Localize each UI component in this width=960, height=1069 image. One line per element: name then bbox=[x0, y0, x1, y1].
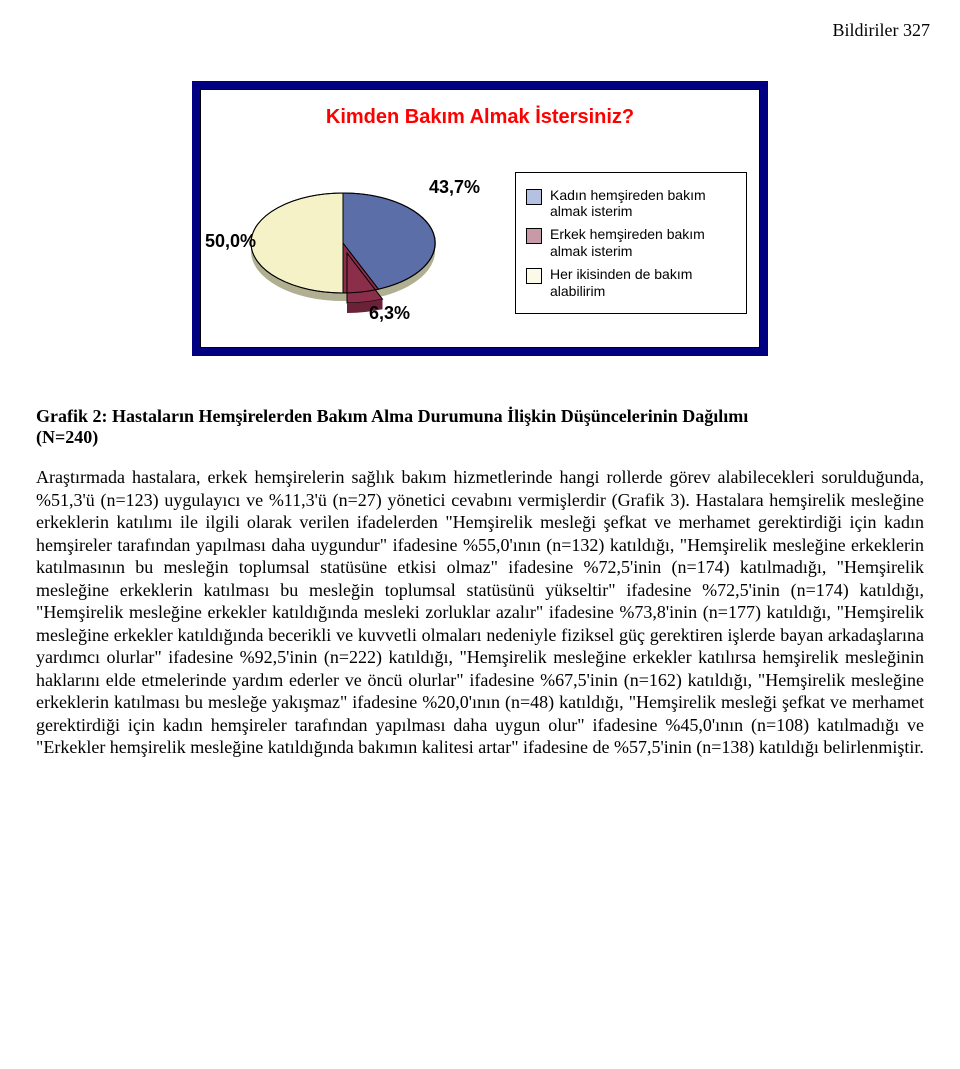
chart-title: Kimden Bakım Almak İstersiniz? bbox=[213, 106, 747, 129]
legend-item: Erkek hemşireden bakım almak isterim bbox=[526, 226, 736, 260]
legend-swatch bbox=[526, 189, 542, 205]
chart-caption: Grafik 2: Hastaların Hemşirelerden Bakım… bbox=[30, 406, 930, 448]
slice-label-43: 43,7% bbox=[429, 177, 480, 198]
legend-swatch bbox=[526, 268, 542, 284]
chart-row: 50,0% 43,7% 6,3% Kadın hemşireden bakım … bbox=[213, 153, 747, 333]
pie-chart: 50,0% 43,7% 6,3% bbox=[213, 153, 473, 333]
chart-legend: Kadın hemşireden bakım almak isterim Erk… bbox=[515, 172, 747, 315]
legend-label: Erkek hemşireden bakım almak isterim bbox=[550, 226, 736, 260]
page-header: Bildiriler 327 bbox=[30, 20, 930, 41]
chart-outer-frame: Kimden Bakım Almak İstersiniz? bbox=[192, 81, 768, 356]
legend-label: Kadın hemşireden bakım almak isterim bbox=[550, 187, 736, 221]
slice-label-6: 6,3% bbox=[369, 303, 410, 324]
page-number: Bildiriler 327 bbox=[833, 20, 931, 40]
caption-line2: (N=240) bbox=[36, 427, 98, 447]
caption-line1: Grafik 2: Hastaların Hemşirelerden Bakım… bbox=[36, 406, 748, 426]
chart-inner-frame: Kimden Bakım Almak İstersiniz? bbox=[200, 89, 760, 348]
slice-label-50: 50,0% bbox=[205, 231, 256, 252]
legend-item: Kadın hemşireden bakım almak isterim bbox=[526, 187, 736, 221]
body-paragraph: Araştırmada hastalara, erkek hemşireleri… bbox=[30, 466, 930, 759]
legend-swatch bbox=[526, 228, 542, 244]
legend-item: Her ikisinden de bakım alabilirim bbox=[526, 266, 736, 300]
legend-label: Her ikisinden de bakım alabilirim bbox=[550, 266, 736, 300]
